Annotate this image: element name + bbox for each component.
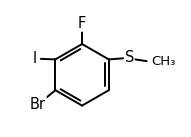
- Text: Br: Br: [30, 97, 46, 112]
- Text: F: F: [78, 16, 86, 31]
- Text: CH₃: CH₃: [151, 55, 176, 68]
- Text: S: S: [125, 50, 134, 65]
- Text: I: I: [33, 51, 37, 66]
